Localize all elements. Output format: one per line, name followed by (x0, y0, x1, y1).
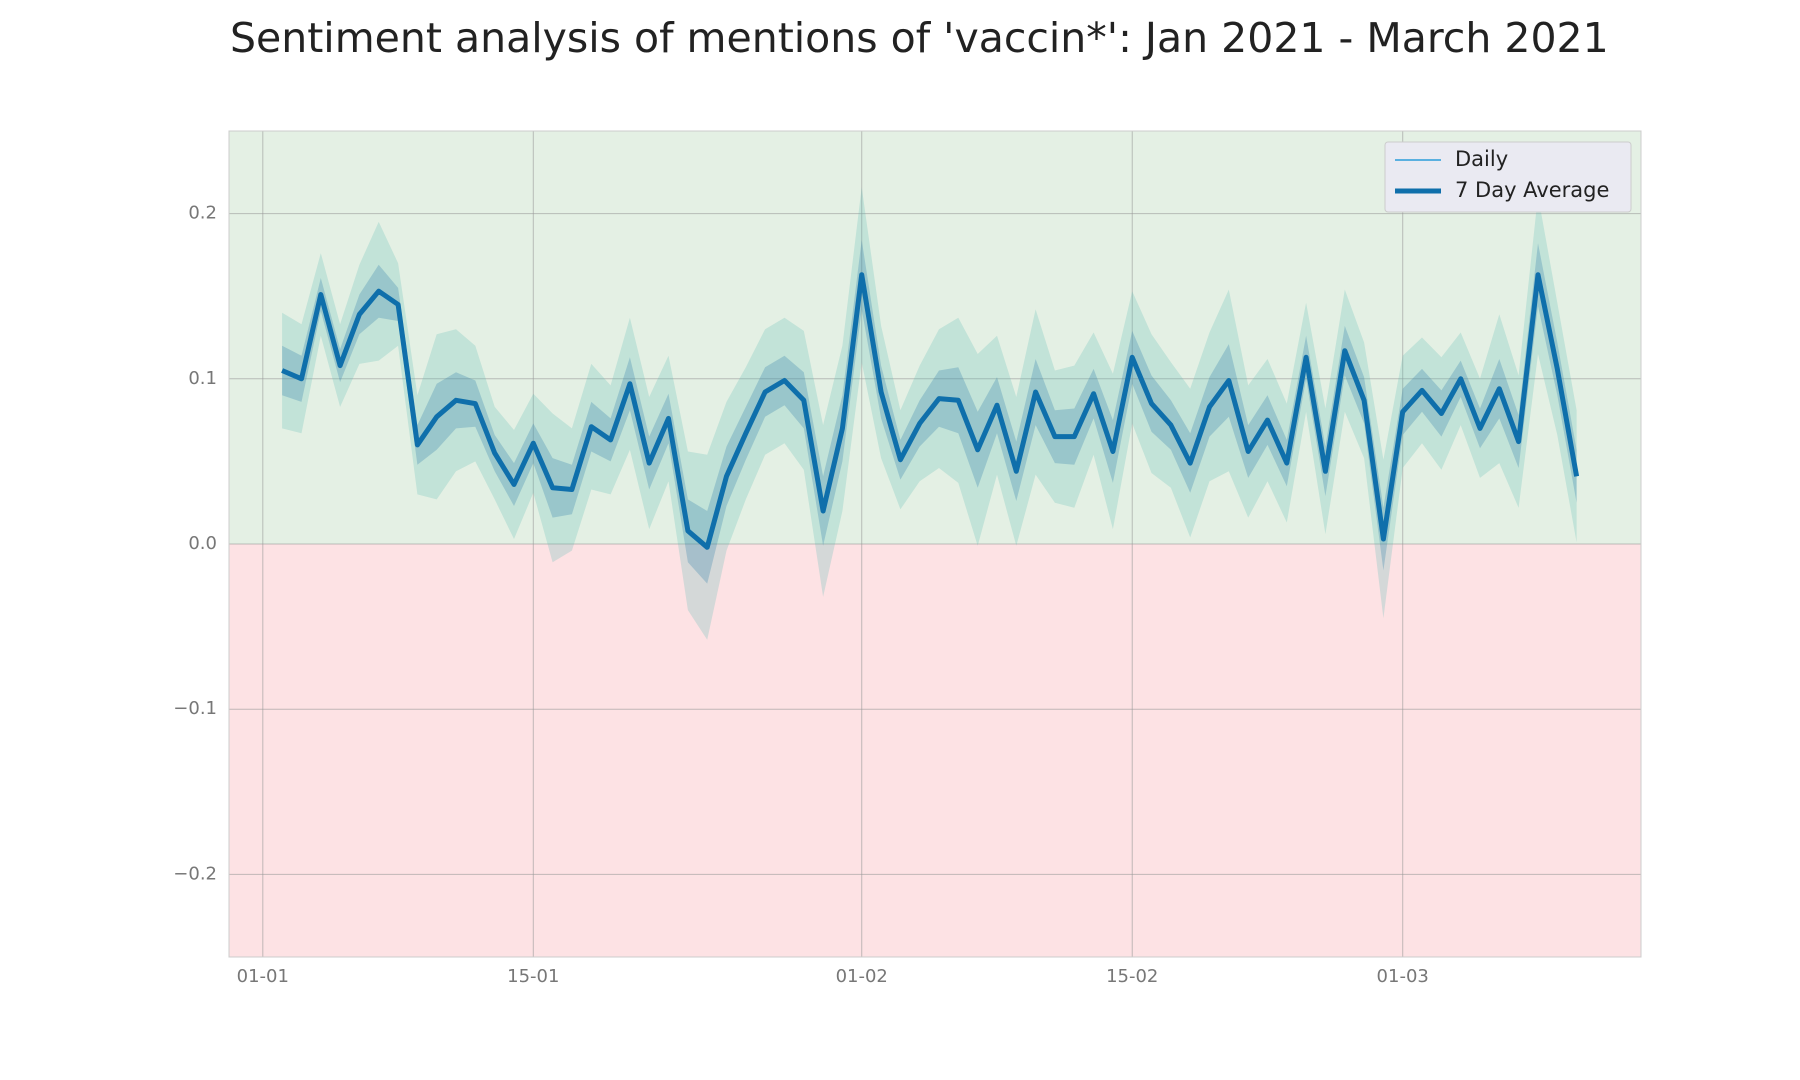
x-tick-label: 15-02 (1106, 966, 1158, 987)
y-tick-label: 0.0 (188, 533, 217, 554)
legend-box (1384, 141, 1632, 213)
legend-label: 7 Day Average (1455, 178, 1609, 202)
x-tick-label: 01-02 (836, 966, 888, 987)
legend: Daily 7 Day Average (1384, 141, 1632, 213)
x-tick-label: 01-03 (1377, 966, 1429, 987)
plot-border (228, 130, 1642, 958)
negative-region (229, 544, 1641, 957)
series-line (281, 272, 1580, 550)
y-tick-label: −0.1 (173, 698, 217, 719)
x-tick-label: 15-01 (507, 966, 559, 987)
legend-label: Daily (1455, 147, 1508, 171)
y-tick-label: −0.2 (173, 863, 217, 884)
x-tick-label: 01-01 (237, 966, 289, 987)
chart-title: Sentiment analysis of mentions of 'vacci… (230, 14, 1609, 62)
y-tick-label: 0.2 (188, 203, 217, 224)
y-tick-label: 0.1 (188, 368, 217, 389)
